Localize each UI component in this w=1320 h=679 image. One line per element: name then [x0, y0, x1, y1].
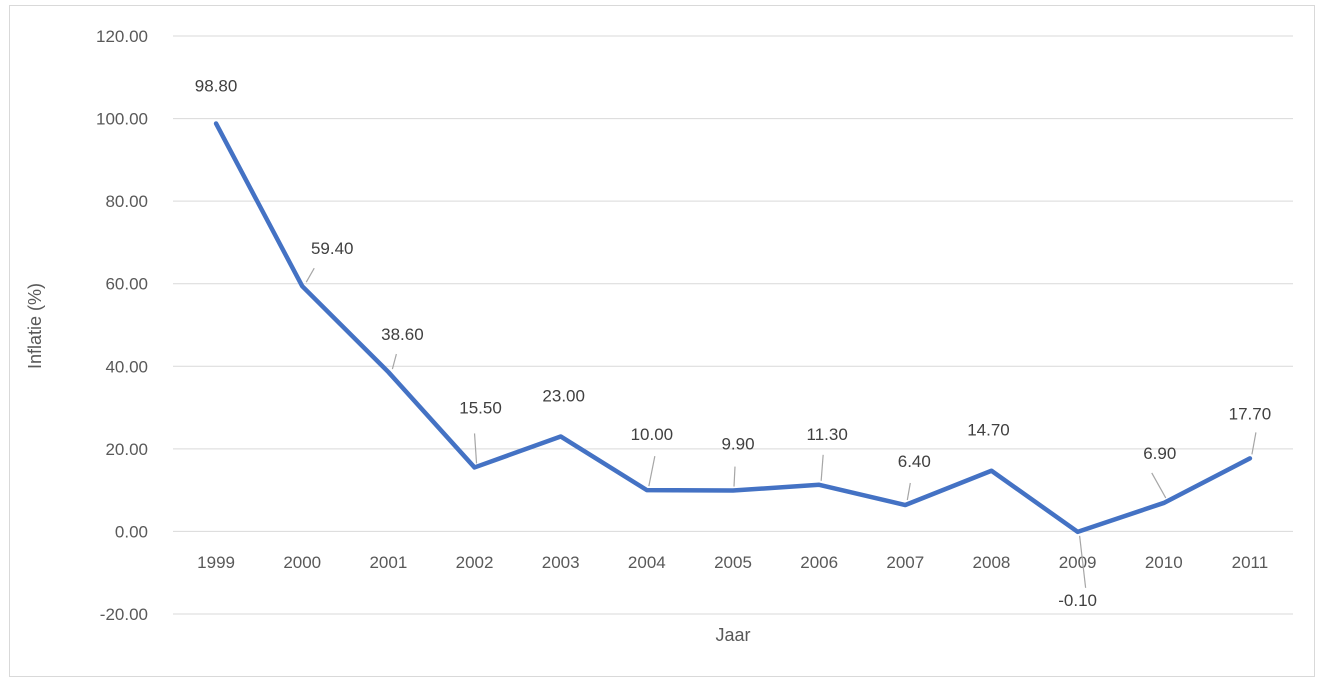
- y-tick-label: -20.00: [100, 605, 148, 624]
- chart-frame: [9, 5, 1315, 677]
- data-label: 23.00: [542, 386, 585, 405]
- y-tick-label: 120.00: [96, 27, 148, 46]
- y-tick-label: 0.00: [115, 522, 148, 541]
- data-label: 10.00: [631, 425, 674, 444]
- x-tick-label: 1999: [197, 553, 235, 572]
- data-label: -0.10: [1058, 591, 1097, 610]
- x-tick-label: 2000: [283, 553, 321, 572]
- data-label: 59.40: [311, 239, 354, 258]
- x-axis-ticks: 1999 2000 2001 2002 2003 2004 2005 2006 2007 2008…: [197, 553, 1268, 572]
- leader-line: [1151, 472, 1167, 499]
- data-label: 6.90: [1143, 444, 1176, 463]
- y-tick-label: 40.00: [105, 357, 148, 376]
- leader-line: [906, 482, 911, 501]
- x-tick-label: 2002: [456, 553, 494, 572]
- data-label: 15.50: [459, 398, 502, 417]
- gridlines: [173, 35, 1293, 615]
- y-axis-ticks: -20.00 0.00 20.00 40.00 60.00 80.00 100.00 120.…: [96, 27, 148, 624]
- leader-line: [473, 433, 478, 464]
- data-label: 9.90: [721, 435, 754, 454]
- y-tick-label: 60.00: [105, 275, 148, 294]
- y-tick-label: 80.00: [105, 192, 148, 211]
- x-tick-label: 2007: [886, 553, 924, 572]
- x-tick-label: 2010: [1145, 553, 1183, 572]
- x-tick-label: 2003: [542, 553, 580, 572]
- leader-line: [1251, 432, 1257, 455]
- series-layer: [213, 121, 1253, 535]
- data-label: 14.70: [967, 421, 1010, 440]
- x-tick-label: 2008: [973, 553, 1011, 572]
- y-tick-label: 20.00: [105, 440, 148, 459]
- leader-line: [1079, 535, 1087, 588]
- y-axis-title: Inflatie (%): [25, 283, 45, 369]
- leader-lines: [305, 267, 1257, 588]
- data-label: 6.40: [898, 452, 931, 471]
- leader-line: [648, 456, 656, 487]
- x-tick-label: 2001: [369, 553, 407, 572]
- leader-line: [733, 466, 736, 487]
- leader-line: [391, 353, 397, 370]
- data-label: 17.70: [1229, 404, 1272, 423]
- data-label: 98.80: [195, 77, 238, 96]
- data-label: 38.60: [381, 325, 424, 344]
- y-tick-label: 100.00: [96, 110, 148, 129]
- x-axis-title: Jaar: [715, 625, 750, 645]
- leader-line: [305, 267, 315, 283]
- data-label: 11.30: [807, 425, 848, 444]
- series-line: [213, 121, 1253, 535]
- leader-line: [820, 454, 824, 481]
- x-tick-label: 2011: [1232, 553, 1269, 572]
- x-tick-label: 2009: [1059, 553, 1097, 572]
- x-tick-label: 2006: [800, 553, 838, 572]
- x-tick-label: 2004: [628, 553, 666, 572]
- data-labels: 98.80 59.40 38.60 15.50 23.00 10.00 9.90 11.30 6…: [195, 77, 1271, 610]
- x-tick-label: 2005: [714, 553, 752, 572]
